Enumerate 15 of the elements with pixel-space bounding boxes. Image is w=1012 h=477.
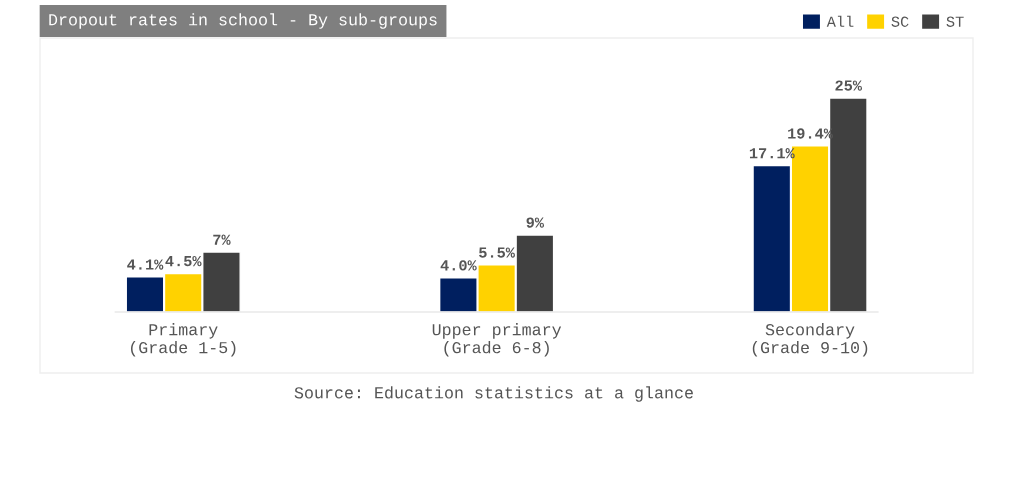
data-label: 4.0%: [440, 260, 477, 271]
legend-label: ST: [946, 16, 964, 27]
data-label: 7%: [213, 234, 231, 245]
x-tick-label: Secondary (Grade 9-10): [752, 323, 868, 357]
legend-label: All: [826, 15, 854, 27]
x-tick-label: Upper primary (Grade 6-8): [432, 323, 562, 357]
data-label: 5.5%: [479, 247, 515, 258]
data-label: 4.5%: [165, 255, 202, 267]
data-label: 25%: [835, 80, 863, 91]
x-tick-label: Primary (Grade 1-5): [130, 323, 236, 357]
data-label: 9%: [526, 217, 545, 228]
data-label: 4.1%: [127, 259, 164, 270]
chart-title: Dropout rates in school - By sub-groups: [49, 13, 437, 29]
source-note: Source: Education statistics at a glance: [294, 386, 693, 402]
legend-label: SC: [891, 16, 909, 27]
